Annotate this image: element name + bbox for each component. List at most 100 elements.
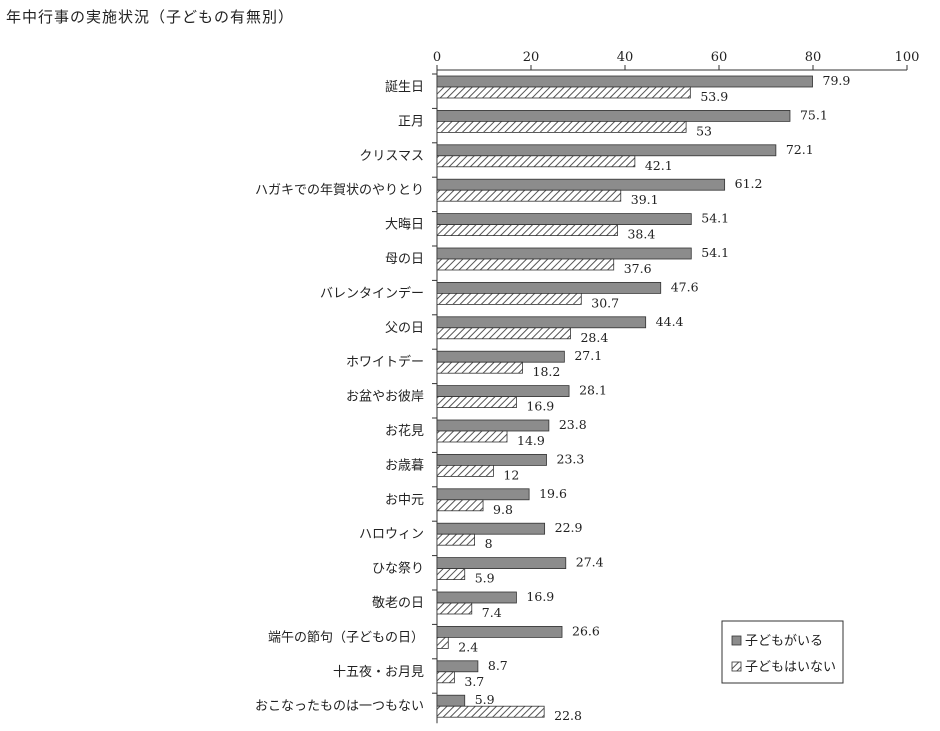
data-label-without-children: 8 <box>485 536 493 551</box>
bar-without-children <box>436 396 517 409</box>
data-label-with-children: 75.1 <box>800 107 828 122</box>
bar-with-children <box>436 522 546 535</box>
bar-with-children <box>436 178 726 191</box>
bar-with-children <box>436 75 813 88</box>
category-label: 端午の節句（子どもの日） <box>268 630 424 645</box>
bar-without-children <box>436 224 618 237</box>
legend-swatch-with-children <box>731 635 742 646</box>
bar-without-children <box>436 602 473 615</box>
bar-with-children <box>436 281 662 294</box>
bar-without-children <box>436 637 449 649</box>
x-tick-label: 80 <box>805 50 822 65</box>
bar-with-children <box>436 213 692 226</box>
category-label: ハガキでの年賀状のやりとり <box>255 183 424 198</box>
bar-without-children <box>436 533 475 546</box>
data-label-with-children: 8.7 <box>488 658 508 673</box>
category-label: おこなったものは一つもない <box>255 699 424 714</box>
x-tick-label: 100 <box>895 50 920 65</box>
data-label-with-children: 27.4 <box>576 555 604 570</box>
bar-with-children <box>436 144 777 157</box>
data-label-with-children: 26.6 <box>572 623 600 638</box>
data-label-without-children: 39.1 <box>631 192 659 207</box>
data-label-without-children: 22.8 <box>554 708 582 723</box>
category-label: 大晦日 <box>385 218 424 233</box>
chart-title: 年中行事の実施状況（子どもの有無別） <box>6 8 295 26</box>
data-label-without-children: 53 <box>696 123 712 138</box>
bar-without-children <box>436 327 571 340</box>
bar-with-children <box>436 626 563 638</box>
bar-with-children <box>436 591 517 604</box>
category-label: ホワイトデー <box>346 354 424 370</box>
data-label-with-children: 54.1 <box>701 245 729 260</box>
bar-with-children <box>436 385 570 398</box>
data-label-without-children: 12 <box>503 467 519 482</box>
data-label-without-children: 7.4 <box>482 605 502 620</box>
category-label: 誕生日 <box>385 80 424 95</box>
bar-without-children <box>436 258 615 271</box>
bar-with-children <box>436 694 466 707</box>
bar-without-children <box>436 155 636 168</box>
bars: 79.9 53.9 75.1 53 72.1 42.1 61.2 39.1 54.1 38.4 54… <box>436 73 851 723</box>
data-label-without-children: 2.4 <box>458 639 478 654</box>
bar-without-children <box>436 361 523 374</box>
category-label: ハロウィン <box>359 527 424 542</box>
x-tick-label: 40 <box>617 50 634 65</box>
bar-without-children <box>436 189 622 202</box>
bar-with-children <box>436 488 530 501</box>
data-label-without-children: 42.1 <box>645 158 673 173</box>
data-label-with-children: 19.6 <box>539 486 567 501</box>
legend-label-with-children: 子どもがいる <box>745 634 823 649</box>
data-label-with-children: 54.1 <box>701 211 729 226</box>
bar-without-children <box>436 121 687 133</box>
category-label: ひな祭り <box>372 562 424 577</box>
data-label-with-children: 79.9 <box>823 73 851 88</box>
bar-without-children <box>436 430 508 443</box>
data-label-without-children: 3.7 <box>464 674 484 689</box>
category-label: クリスマス <box>359 149 424 164</box>
bar-with-children <box>436 419 550 432</box>
category-label: お歳暮 <box>385 458 424 473</box>
data-label-with-children: 16.9 <box>526 589 554 604</box>
category-label: バレンタインデー <box>320 285 424 301</box>
data-label-with-children: 27.1 <box>574 348 602 363</box>
bar-without-children <box>436 705 545 718</box>
bar-without-children <box>436 292 582 305</box>
bar-without-children <box>436 464 494 477</box>
data-label-without-children: 5.9 <box>475 571 495 586</box>
data-label-with-children: 23.8 <box>559 417 587 432</box>
category-label: 正月 <box>398 114 424 129</box>
data-label-without-children: 30.7 <box>591 295 619 310</box>
category-label: お花見 <box>385 423 424 439</box>
x-tick-label: 0 <box>433 50 441 65</box>
category-label: 十五夜・お月見 <box>333 665 424 680</box>
legend-swatch-without-children <box>731 661 742 672</box>
category-label: 敬老の日 <box>372 595 424 611</box>
bar-with-children <box>436 557 567 569</box>
data-label-with-children: 44.4 <box>656 314 684 329</box>
data-label-with-children: 72.1 <box>786 142 814 157</box>
x-tick-label: 60 <box>711 50 728 65</box>
bar-without-children <box>436 568 466 580</box>
data-label-with-children: 47.6 <box>671 279 699 294</box>
bar-with-children <box>436 247 692 260</box>
category-label: 父の日 <box>385 321 424 336</box>
category-label: お盆やお彼岸 <box>346 390 424 405</box>
data-label-without-children: 9.8 <box>493 502 513 517</box>
bar-with-children <box>436 660 479 673</box>
legend-box <box>721 620 844 684</box>
data-label-with-children: 61.2 <box>735 176 763 191</box>
bar-without-children <box>436 671 455 684</box>
data-label-without-children: 18.2 <box>533 364 561 379</box>
data-label-without-children: 53.9 <box>700 89 728 104</box>
data-label-with-children: 5.9 <box>475 692 495 707</box>
data-label-without-children: 14.9 <box>517 433 545 448</box>
x-tick-label: 20 <box>523 50 540 65</box>
bar-without-children <box>436 499 484 512</box>
category-label: お中元 <box>385 493 424 508</box>
category-label: 母の日 <box>385 252 424 267</box>
data-label-without-children: 16.9 <box>526 399 554 414</box>
legend-label-without-children: 子どもはいない <box>745 660 836 675</box>
data-label-without-children: 37.6 <box>624 261 652 276</box>
